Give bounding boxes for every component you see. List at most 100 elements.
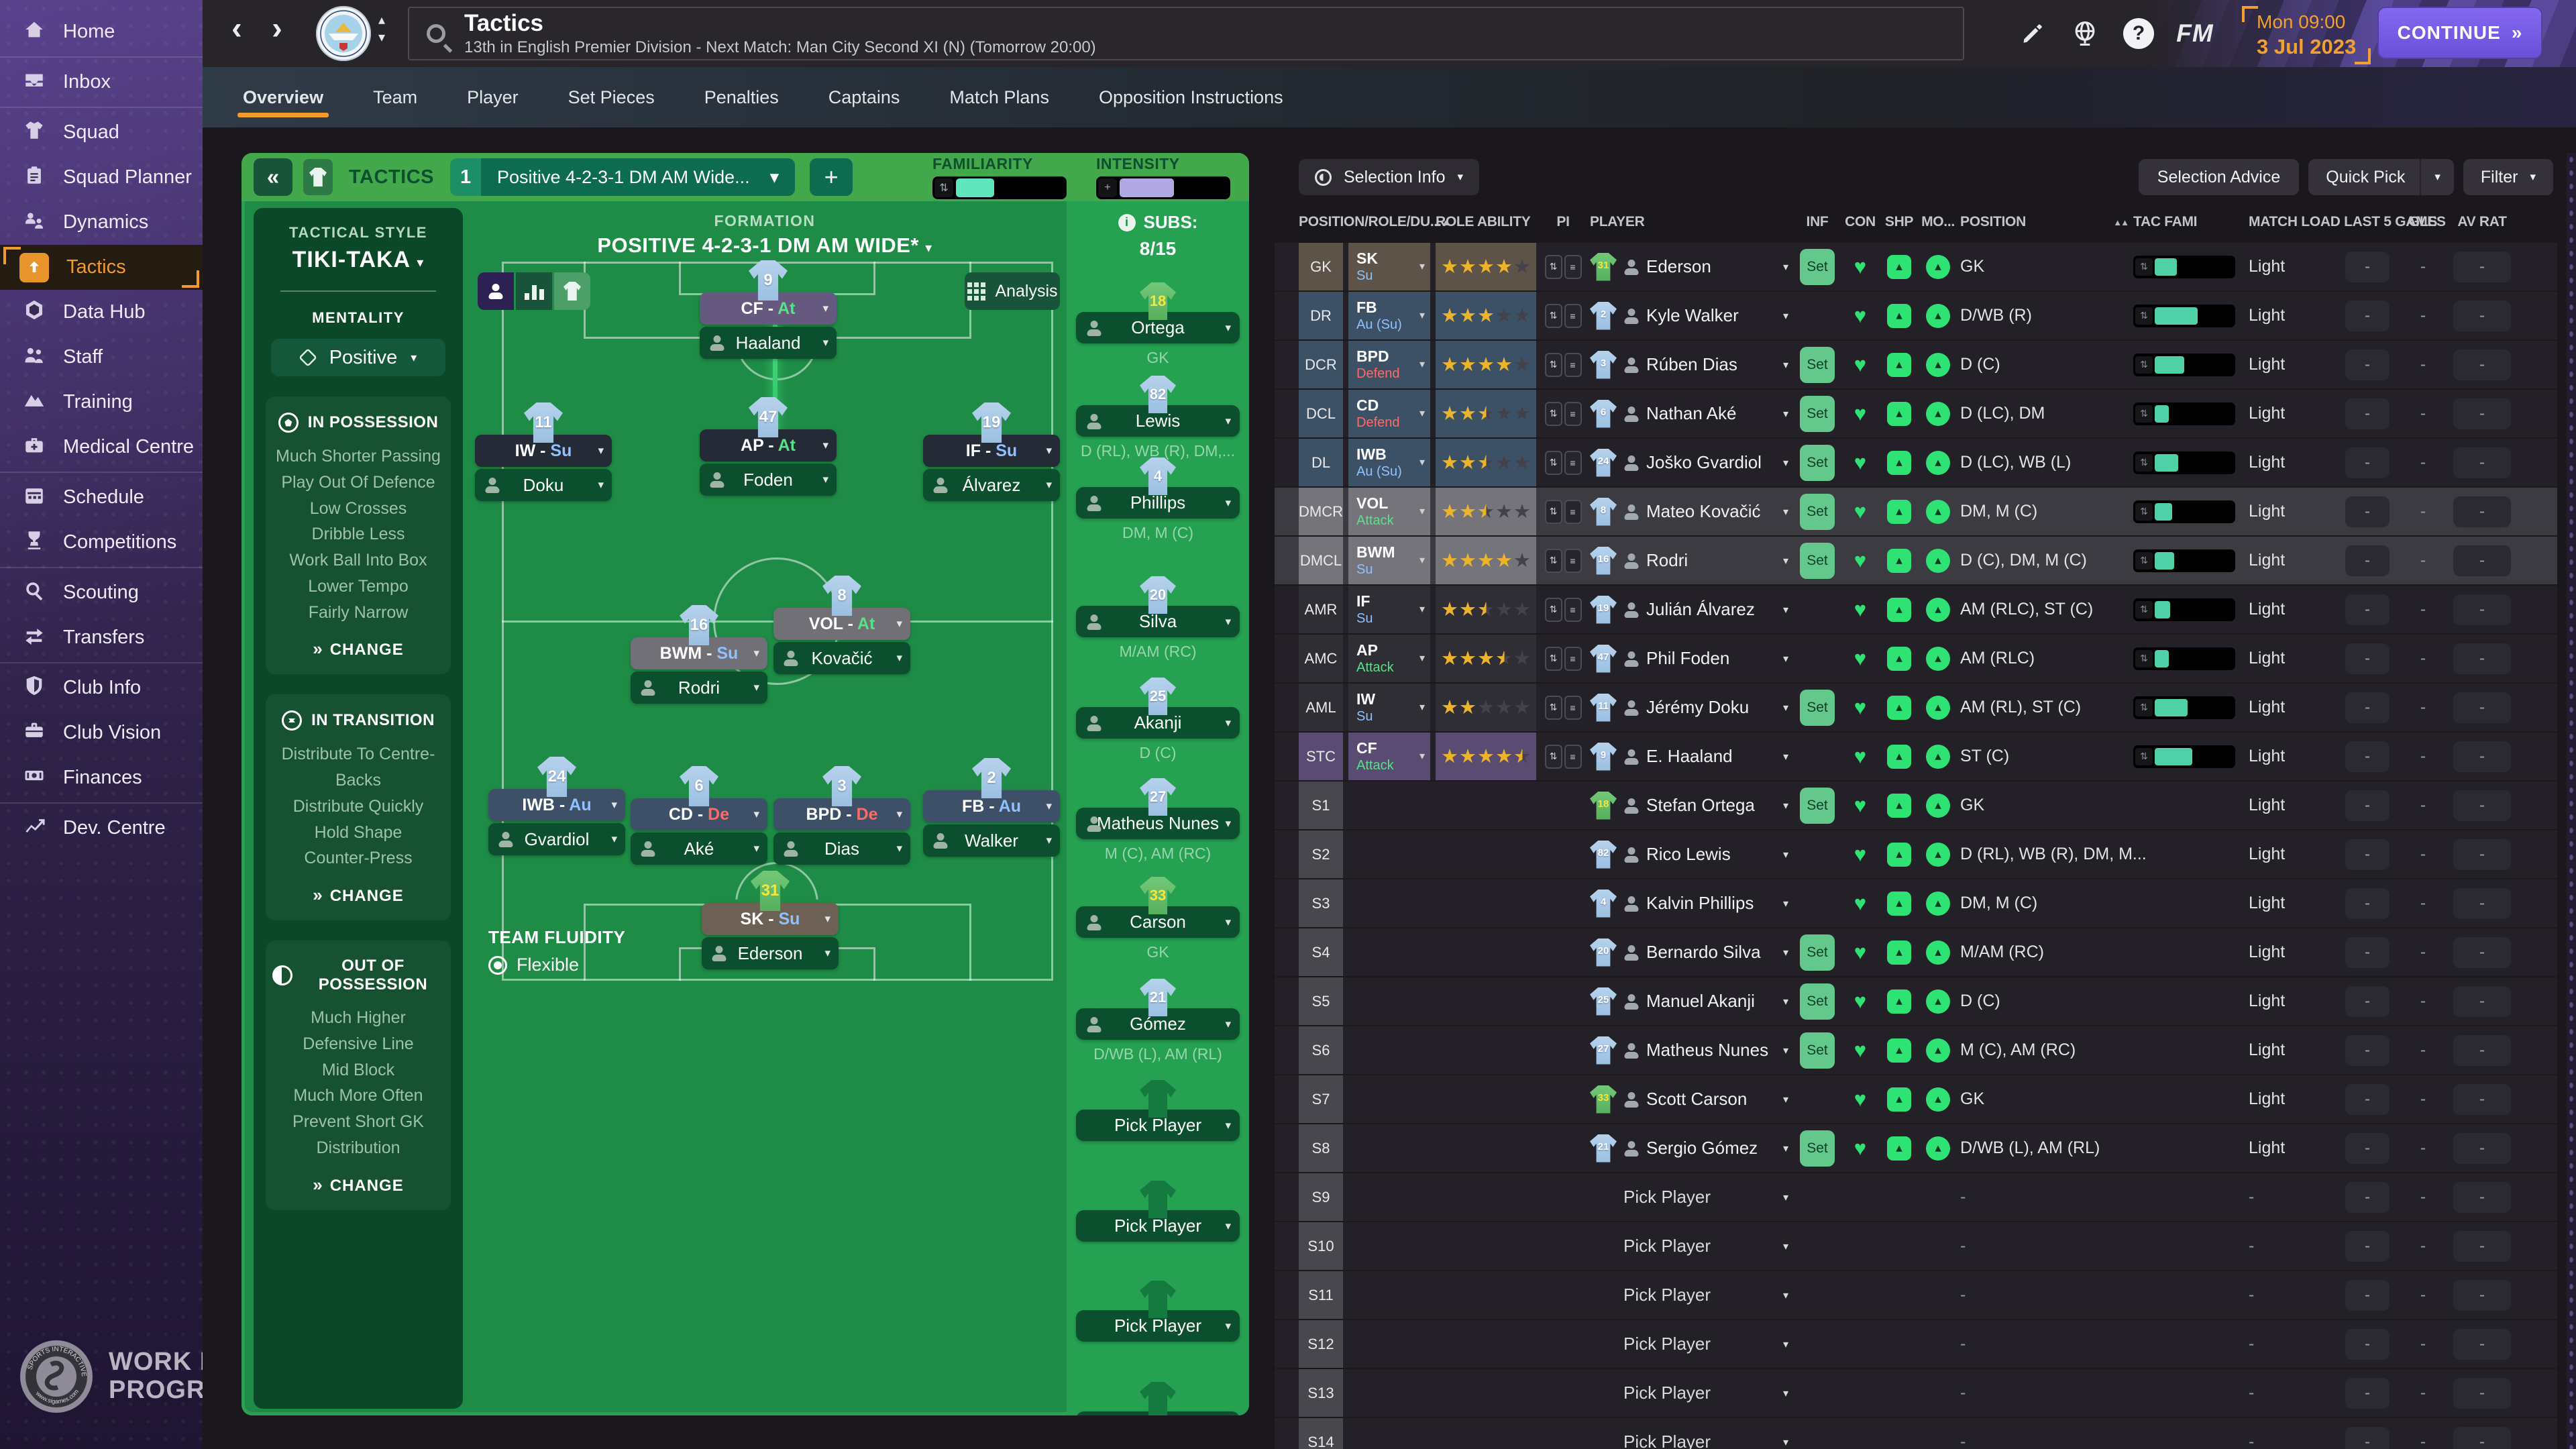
cell-player-dropdown[interactable]: 24 Joško Gvardiol ▾ <box>1590 439 1791 486</box>
kit-icon[interactable] <box>303 159 333 195</box>
sidebar-item-club-vision[interactable]: Club Vision <box>0 710 203 755</box>
kit-view-button[interactable] <box>554 272 590 310</box>
cell-player-dropdown[interactable]: 18 Stefan Ortega ▾ <box>1590 782 1791 829</box>
table-row-dcl[interactable]: DCL CD Defend ▾ ★ ★ ★ ★ ★ ⇅ ≡ 6 Nathan Aké ▾ Set ♥ ▴ ▴ D (… <box>1275 390 2557 439</box>
table-row-s11[interactable]: S11 Pick Player ▾ - - - - - <box>1275 1271 2557 1320</box>
player-view-button[interactable] <box>478 272 514 310</box>
cell-player-dropdown[interactable]: 27 Matheus Nunes ▾ <box>1590 1026 1791 1074</box>
cell-pi[interactable]: ⇅ ≡ <box>1542 292 1585 339</box>
cell-role-dropdown[interactable]: BWM Su ▾ <box>1348 537 1430 584</box>
sidebar-item-dev-centre[interactable]: Dev. Centre <box>0 806 203 851</box>
player-dropdown[interactable]: Doku ▾ <box>475 469 612 501</box>
quick-pick-button[interactable]: Quick Pick ▾ <box>2308 159 2454 195</box>
cell-player-dropdown[interactable]: 31 Ederson ▾ <box>1590 243 1791 290</box>
cell-player-dropdown[interactable]: 16 Rodri ▾ <box>1590 537 1791 584</box>
table-row-amr[interactable]: AMR IF Su ▾ ★ ★ ★ ★ ★ ⇅ ≡ 19 Julián Álvarez ▾ ♥ ▴ ▴ AM (R… <box>1275 586 2557 635</box>
table-row-aml[interactable]: AML IW Su ▾ ★ ★ ★ ★ ★ ⇅ ≡ 11 Jérémy Doku ▾ Set ♥ ▴ ▴ AM (R… <box>1275 684 2557 733</box>
tab-opposition-instructions[interactable]: Opposition Instructions <box>1098 87 1283 107</box>
cell-role-dropdown[interactable]: BPD Defend ▾ <box>1348 341 1430 388</box>
tab-team[interactable]: Team <box>373 87 418 107</box>
stats-view-button[interactable] <box>516 272 552 310</box>
table-row-s4[interactable]: S4 20 Bernardo Silva ▾ Set ♥ ▴ ▴ M/AM (RC) Light -… <box>1275 928 2557 977</box>
scrollbar[interactable] <box>2567 153 2576 1449</box>
quick-pick-caret[interactable]: ▾ <box>2420 159 2454 195</box>
sort-icon[interactable]: ▲ <box>1441 217 1450 227</box>
cell-role-dropdown[interactable]: FB Au (Su) ▾ <box>1348 292 1430 339</box>
cell-player-dropdown[interactable]: 47 Phil Foden ▾ <box>1590 635 1791 682</box>
cell-player-dropdown[interactable]: 3 Rúben Dias ▾ <box>1590 341 1791 388</box>
player-dropdown[interactable]: Gvardiol ▾ <box>488 823 625 855</box>
tab-penalties[interactable]: Penalties <box>704 87 779 107</box>
sidebar-item-competitions[interactable]: Competitions <box>0 520 203 565</box>
cell-pi[interactable]: ⇅ ≡ <box>1542 537 1585 584</box>
tab-match-plans[interactable]: Match Plans <box>949 87 1049 107</box>
table-row-s5[interactable]: S5 25 Manuel Akanji ▾ Set ♥ ▴ ▴ D (C) Light - - - <box>1275 977 2557 1026</box>
cell-role-dropdown[interactable]: IWB Au (Su) ▾ <box>1348 439 1430 486</box>
player-dropdown[interactable]: Álvarez ▾ <box>923 469 1060 501</box>
sidebar-item-home[interactable]: Home <box>0 9 203 54</box>
role-dropdown[interactable]: SK - Su ▾ <box>702 903 839 935</box>
sidebar-item-training[interactable]: Training <box>0 380 203 425</box>
cell-role-dropdown[interactable]: SK Su ▾ <box>1348 243 1430 290</box>
analysis-button[interactable]: Analysis <box>965 272 1060 310</box>
sidebar-item-club-info[interactable]: Club Info <box>0 665 203 710</box>
player-dropdown[interactable]: Walker ▾ <box>923 824 1060 857</box>
tab-overview[interactable]: Overview <box>237 72 329 123</box>
filter-button[interactable]: Filter ▾ <box>2463 159 2553 195</box>
table-row-dl[interactable]: DL IWB Au (Su) ▾ ★ ★ ★ ★ ★ ⇅ ≡ 24 Joško Gvardiol ▾ Set… <box>1275 439 2557 488</box>
cell-player-dropdown[interactable]: 19 Julián Álvarez ▾ <box>1590 586 1791 633</box>
sort-icons[interactable]: ▲▲ <box>2113 217 2129 227</box>
cell-player-dropdown[interactable]: 8 Mateo Kovačić ▾ <box>1590 488 1791 535</box>
sidebar-item-medical-centre[interactable]: Medical Centre <box>0 425 203 470</box>
tab-captains[interactable]: Captains <box>828 87 900 107</box>
table-row-s14[interactable]: S14 Pick Player ▾ - - - - - <box>1275 1418 2557 1449</box>
cell-player-dropdown[interactable]: Pick Player ▾ <box>1623 1334 1788 1354</box>
sidebar-item-dynamics[interactable]: Dynamics <box>0 200 203 245</box>
club-badge[interactable] <box>315 5 372 62</box>
table-row-gk[interactable]: GK SK Su ▾ ★ ★ ★ ★ ★ ⇅ ≡ 31 Ederson ▾ Set ♥ ▴ ▴ GK ⇅ Light - -… <box>1275 243 2557 292</box>
player-dropdown[interactable]: Kovačić ▾ <box>773 642 910 674</box>
selection-advice-button[interactable]: Selection Advice <box>2138 159 2300 195</box>
table-row-stc[interactable]: STC CF Attack ▾ ★ ★ ★ ★ ★ ⇅ ≡ 9 E. Haaland ▾ ♥ ▴ ▴ ST (C)… <box>1275 733 2557 782</box>
cell-player-dropdown[interactable]: 82 Rico Lewis ▾ <box>1590 830 1791 878</box>
world-icon[interactable] <box>2066 15 2104 52</box>
sidebar-item-data-hub[interactable]: Data Hub <box>0 290 203 335</box>
cell-pi[interactable]: ⇅ ≡ <box>1542 390 1585 437</box>
cell-role-dropdown[interactable]: VOL Attack ▾ <box>1348 488 1430 535</box>
change-in-possession-button[interactable]: » CHANGE <box>313 639 404 659</box>
cell-player-dropdown[interactable]: Pick Player ▾ <box>1623 1285 1788 1305</box>
tab-player[interactable]: Player <box>467 87 519 107</box>
change-out-of-possession-button[interactable]: » CHANGE <box>313 1174 404 1195</box>
sidebar-item-schedule[interactable]: Schedule <box>0 475 203 520</box>
continue-button[interactable]: CONTINUE» <box>2379 8 2541 58</box>
tactic-preset-dropdown[interactable]: 1 Positive 4-2-3-1 DM AM Wide... ▾ <box>450 158 796 196</box>
table-row-s6[interactable]: S6 27 Matheus Nunes ▾ Set ♥ ▴ ▴ M (C), AM (RC) Li… <box>1275 1026 2557 1075</box>
table-row-dmcl[interactable]: DMCL BWM Su ▾ ★ ★ ★ ★ ★ ⇅ ≡ 16 Rodri ▾ Set ♥ ▴ ▴ D (C), DM… <box>1275 537 2557 586</box>
cell-pi[interactable]: ⇅ ≡ <box>1542 439 1585 486</box>
tab-set-pieces[interactable]: Set Pieces <box>568 87 655 107</box>
table-row-s8[interactable]: S8 21 Sergio Gómez ▾ Set ♥ ▴ ▴ D/WB (L), AM (RL)… <box>1275 1124 2557 1173</box>
change-in-transition-button[interactable]: » CHANGE <box>313 885 404 905</box>
player-dropdown[interactable]: Foden ▾ <box>700 464 837 496</box>
sidebar-item-squad[interactable]: Squad <box>0 110 203 155</box>
cell-pi[interactable]: ⇅ ≡ <box>1542 341 1585 388</box>
cell-pi[interactable]: ⇅ ≡ <box>1542 684 1585 731</box>
selection-info-dropdown[interactable]: Selection Info ▾ <box>1299 159 1480 195</box>
formation-dropdown[interactable]: POSITIVE 4-2-3-1 DM AM WIDE* ▾ <box>597 233 932 257</box>
cell-role-dropdown[interactable]: IW Su ▾ <box>1348 684 1430 731</box>
table-row-dmcr[interactable]: DMCR VOL Attack ▾ ★ ★ ★ ★ ★ ⇅ ≡ 8 Mateo Kovačić ▾ Set ♥… <box>1275 488 2557 537</box>
collapse-panel-button[interactable]: « <box>254 158 292 196</box>
table-row-s2[interactable]: S2 82 Rico Lewis ▾ ♥ ▴ ▴ D (RL), WB (R), DM, M.… <box>1275 830 2557 879</box>
table-row-s3[interactable]: S3 4 Kalvin Phillips ▾ ♥ ▴ ▴ DM, M (C) Light - - - <box>1275 879 2557 928</box>
title-search-box[interactable]: Tactics 13th in English Premier Division… <box>408 7 1964 60</box>
cell-player-dropdown[interactable]: 20 Bernardo Silva ▾ <box>1590 928 1791 976</box>
add-tactic-button[interactable]: + <box>810 158 853 196</box>
cell-player-dropdown[interactable]: 2 Kyle Walker ▾ <box>1590 292 1791 339</box>
help-icon[interactable]: ? <box>2120 15 2157 52</box>
cell-player-dropdown[interactable]: Pick Player ▾ <box>1623 1187 1788 1207</box>
cell-pi[interactable]: ⇅ ≡ <box>1542 488 1585 535</box>
table-row-amc[interactable]: AMC AP Attack ▾ ★ ★ ★ ★ ★ ⇅ ≡ 47 Phil Foden ▾ ♥ ▴ ▴ AM (R… <box>1275 635 2557 684</box>
table-row-s13[interactable]: S13 Pick Player ▾ - - - - - <box>1275 1369 2557 1418</box>
cell-role-dropdown[interactable]: CF Attack ▾ <box>1348 733 1430 780</box>
sidebar-item-finances[interactable]: Finances <box>0 755 203 800</box>
